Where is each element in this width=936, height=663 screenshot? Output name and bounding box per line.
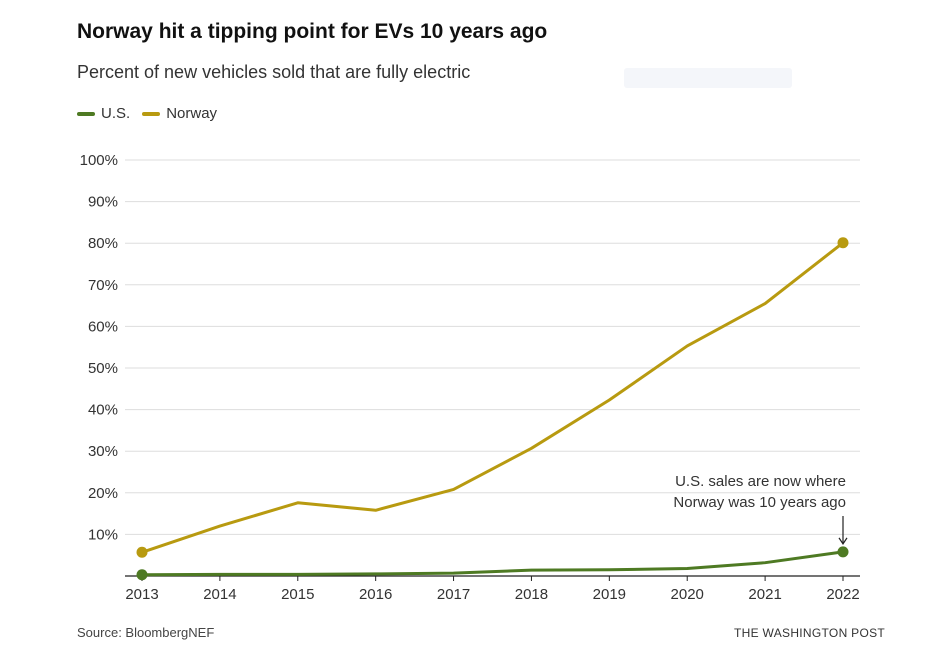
x-tick-label: 2013 xyxy=(125,586,158,603)
chart-subtitle: Percent of new vehicles sold that are fu… xyxy=(77,62,471,82)
legend: U.S. Norway xyxy=(77,105,229,122)
chart-title: Norway hit a tipping point for EVs 10 ye… xyxy=(77,20,548,43)
annotation-arrow-head xyxy=(838,537,848,545)
legend-label-us: U.S. xyxy=(101,105,131,122)
legend-item-norway: Norway xyxy=(142,105,217,122)
x-tick-label: 2018 xyxy=(515,586,548,603)
faded-overlay-box xyxy=(624,68,792,88)
annotation-line-2: Norway was 10 years ago xyxy=(673,494,846,511)
x-tick-label: 2014 xyxy=(203,586,236,603)
y-tick-label: 90% xyxy=(88,194,118,211)
x-tick-label: 2019 xyxy=(593,586,626,603)
annotation-line-1: U.S. sales are now where xyxy=(675,473,846,490)
legend-swatch-us xyxy=(77,111,95,116)
x-tick-label: 2016 xyxy=(359,586,392,603)
legend-label-norway: Norway xyxy=(166,105,218,122)
y-tick-label: 80% xyxy=(88,235,118,252)
y-tick-label: 10% xyxy=(88,526,118,543)
start-marker-u-s xyxy=(136,569,148,581)
y-tick-label: 20% xyxy=(88,485,118,502)
y-tick-label: 50% xyxy=(88,360,118,377)
x-tick-label: 2020 xyxy=(671,586,704,603)
y-tick-label: 40% xyxy=(88,402,118,419)
x-tick-label: 2017 xyxy=(437,586,470,603)
start-marker-norway xyxy=(136,546,148,558)
x-tick-label: 2021 xyxy=(748,586,781,603)
y-tick-label: 30% xyxy=(88,443,118,460)
legend-item-us: U.S. xyxy=(77,105,130,122)
x-tick-label: 2022 xyxy=(826,586,859,603)
series-line-u-s xyxy=(140,550,845,577)
y-tick-label: 60% xyxy=(88,318,118,335)
x-tick-label: 2015 xyxy=(281,586,314,603)
legend-swatch-norway xyxy=(142,111,161,116)
publisher-credit: THE WASHINGTON POST xyxy=(734,626,886,640)
end-marker-norway xyxy=(837,237,849,249)
y-tick-label: 100% xyxy=(80,152,118,169)
source-note: Source: BloombergNEF xyxy=(77,625,215,640)
y-tick-label: 70% xyxy=(88,277,118,294)
series-line-norway xyxy=(140,241,845,554)
end-marker-u-s xyxy=(837,546,849,558)
